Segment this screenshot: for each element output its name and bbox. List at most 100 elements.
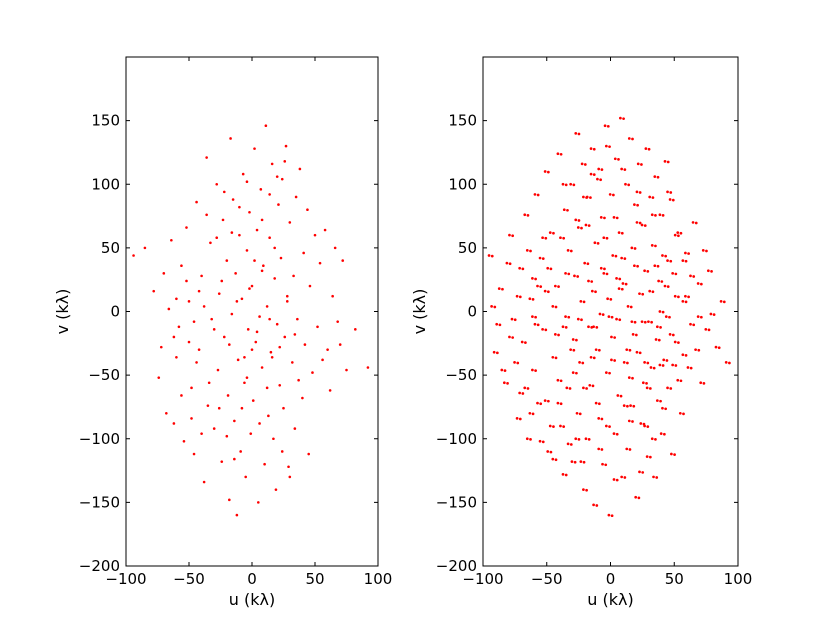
data-point [684, 259, 688, 263]
data-point [172, 422, 176, 425]
data-point [307, 452, 311, 456]
data-point [653, 264, 657, 268]
data-point [562, 236, 566, 240]
data-point [647, 147, 651, 151]
data-point [620, 287, 624, 291]
data-point [279, 256, 283, 260]
x-tick-label: 100 [364, 570, 393, 588]
data-point [248, 287, 251, 290]
data-point [253, 147, 256, 150]
data-point [282, 406, 285, 410]
data-point [630, 246, 634, 250]
data-point [577, 437, 581, 441]
data-point [303, 343, 307, 346]
data-point [528, 411, 532, 415]
data-point [301, 396, 304, 400]
data-point [699, 381, 703, 385]
data-point [575, 411, 579, 415]
data-point [510, 317, 514, 321]
data-point [614, 254, 618, 258]
data-point [217, 292, 221, 295]
data-point [566, 208, 569, 212]
data-point [641, 292, 645, 296]
data-point [260, 366, 264, 369]
data-point [209, 241, 212, 245]
data-point [569, 443, 573, 446]
data-point [689, 274, 692, 278]
data-point [243, 356, 246, 359]
data-point [280, 450, 284, 453]
data-point [200, 432, 203, 435]
data-point [665, 359, 669, 362]
data-point [523, 386, 527, 390]
data-point [653, 175, 657, 178]
data-point [618, 318, 622, 322]
data-point [559, 379, 563, 383]
data-point [221, 218, 225, 222]
data-point [646, 361, 650, 365]
data-point [702, 382, 706, 385]
y-tick-label: 50 [458, 239, 477, 257]
data-point [625, 348, 629, 352]
data-point [615, 277, 618, 280]
axes-frame [125, 56, 379, 567]
data-point [257, 501, 260, 504]
data-point [506, 382, 509, 385]
data-point [603, 267, 606, 271]
data-point [278, 384, 282, 387]
data-point [709, 312, 713, 316]
data-point [264, 124, 268, 128]
data-point [592, 325, 595, 329]
data-point [288, 475, 292, 479]
data-point [572, 183, 576, 187]
data-point [268, 317, 271, 321]
data-point [596, 242, 600, 245]
data-point [627, 183, 631, 187]
data-point [617, 287, 621, 290]
data-point [195, 200, 198, 204]
data-point [670, 452, 673, 456]
data-point [564, 183, 568, 187]
data-point [240, 297, 244, 301]
data-point [615, 478, 619, 482]
left-scatter-panel: −100 −50 0 50 100 −200 −150 −100 −50 0 50 100 150 u (… [53, 56, 393, 609]
data-point [576, 275, 580, 278]
data-point [626, 305, 630, 308]
data-point [572, 348, 576, 352]
data-point [526, 387, 530, 390]
data-point [650, 243, 654, 247]
data-point [589, 355, 593, 359]
y-tick-label: −50 [445, 366, 477, 384]
data-point [513, 361, 516, 364]
data-point [259, 188, 263, 191]
data-point [206, 404, 210, 407]
data-point [533, 322, 537, 326]
data-point [280, 177, 284, 181]
data-point [528, 297, 532, 301]
y-axis-label: v (kλ) [410, 289, 429, 335]
x-tick-label: −50 [531, 570, 563, 588]
data-point [559, 424, 562, 428]
data-point [525, 249, 529, 252]
data-points [487, 116, 731, 518]
data-point [534, 315, 537, 319]
data-point [618, 277, 622, 281]
data-point [552, 425, 555, 428]
data-point [587, 437, 591, 441]
data-point [243, 381, 246, 385]
data-point [592, 173, 596, 177]
data-point [610, 514, 614, 518]
data-point [525, 437, 529, 441]
data-point [505, 261, 509, 265]
data-point [293, 333, 297, 336]
data-point [648, 455, 652, 459]
data-point [515, 294, 519, 298]
data-point [574, 218, 578, 222]
data-point [627, 419, 631, 423]
data-point [631, 137, 634, 141]
data-point [538, 256, 542, 260]
data-point [619, 394, 623, 398]
data-point [567, 272, 571, 276]
data-point [608, 425, 611, 428]
data-point [562, 425, 566, 428]
